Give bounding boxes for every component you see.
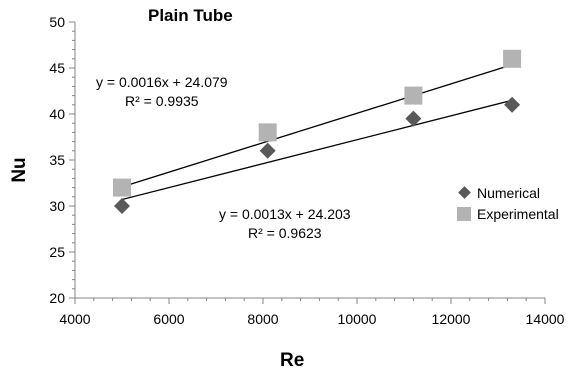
- numerical-trend-annotation: y = 0.0013x + 24.203 R² = 0.9623: [219, 205, 351, 243]
- numerical-trend-r2: R² = 0.9623: [248, 225, 322, 241]
- x-tick-label: 8000: [247, 311, 278, 327]
- legend-label-numerical: Numerical: [477, 184, 541, 201]
- y-tick-label: 50: [49, 14, 65, 30]
- experimental-trend-annotation: y = 0.0016x + 24.079 R² = 0.9935: [96, 73, 228, 111]
- x-tick-label: 6000: [153, 311, 184, 327]
- y-tick-label: 40: [49, 106, 65, 122]
- chart-title: Plain Tube: [148, 6, 233, 25]
- experimental-point: [258, 123, 277, 142]
- legend-square-icon: [455, 206, 473, 221]
- y-tick-label: 45: [49, 60, 65, 76]
- y-tick-label: 35: [49, 152, 65, 168]
- x-axis-label: Re: [280, 350, 305, 371]
- x-tick-label: 14000: [526, 311, 565, 327]
- experimental-trendline: [121, 64, 513, 188]
- y-tick-label: 20: [49, 290, 65, 306]
- experimental-trend-r2: R² = 0.9935: [125, 93, 199, 109]
- x-tick-label: 12000: [432, 311, 471, 327]
- legend: Numerical Experimental: [455, 182, 559, 224]
- experimental-point: [503, 49, 522, 68]
- numerical-point: [405, 110, 422, 127]
- legend-item-numerical: Numerical: [455, 182, 559, 203]
- y-axis-label: Nu: [9, 157, 30, 183]
- trendlines: [121, 64, 513, 201]
- y-tick-label: 30: [49, 198, 65, 214]
- axes: 20 25 30 35 40 45 50 4000 6000 8000 10000 12000 1400…: [49, 14, 564, 327]
- legend-label-experimental: Experimental: [477, 205, 559, 222]
- numerical-point: [259, 142, 276, 159]
- experimental-point: [404, 86, 423, 105]
- legend-item-experimental: Experimental: [455, 203, 559, 224]
- x-tick-label: 4000: [59, 311, 90, 327]
- x-tick-label: 10000: [338, 311, 377, 327]
- experimental-point: [113, 178, 131, 197]
- numerical-point: [504, 96, 521, 113]
- numerical-trend-equation: y = 0.0013x + 24.203: [219, 206, 351, 222]
- numerical-trendline: [121, 99, 513, 201]
- numerical-point: [114, 198, 130, 214]
- legend-diamond-icon: [455, 186, 473, 200]
- experimental-trend-equation: y = 0.0016x + 24.079: [96, 74, 228, 90]
- y-tick-label: 25: [49, 244, 65, 260]
- markers: [113, 49, 522, 214]
